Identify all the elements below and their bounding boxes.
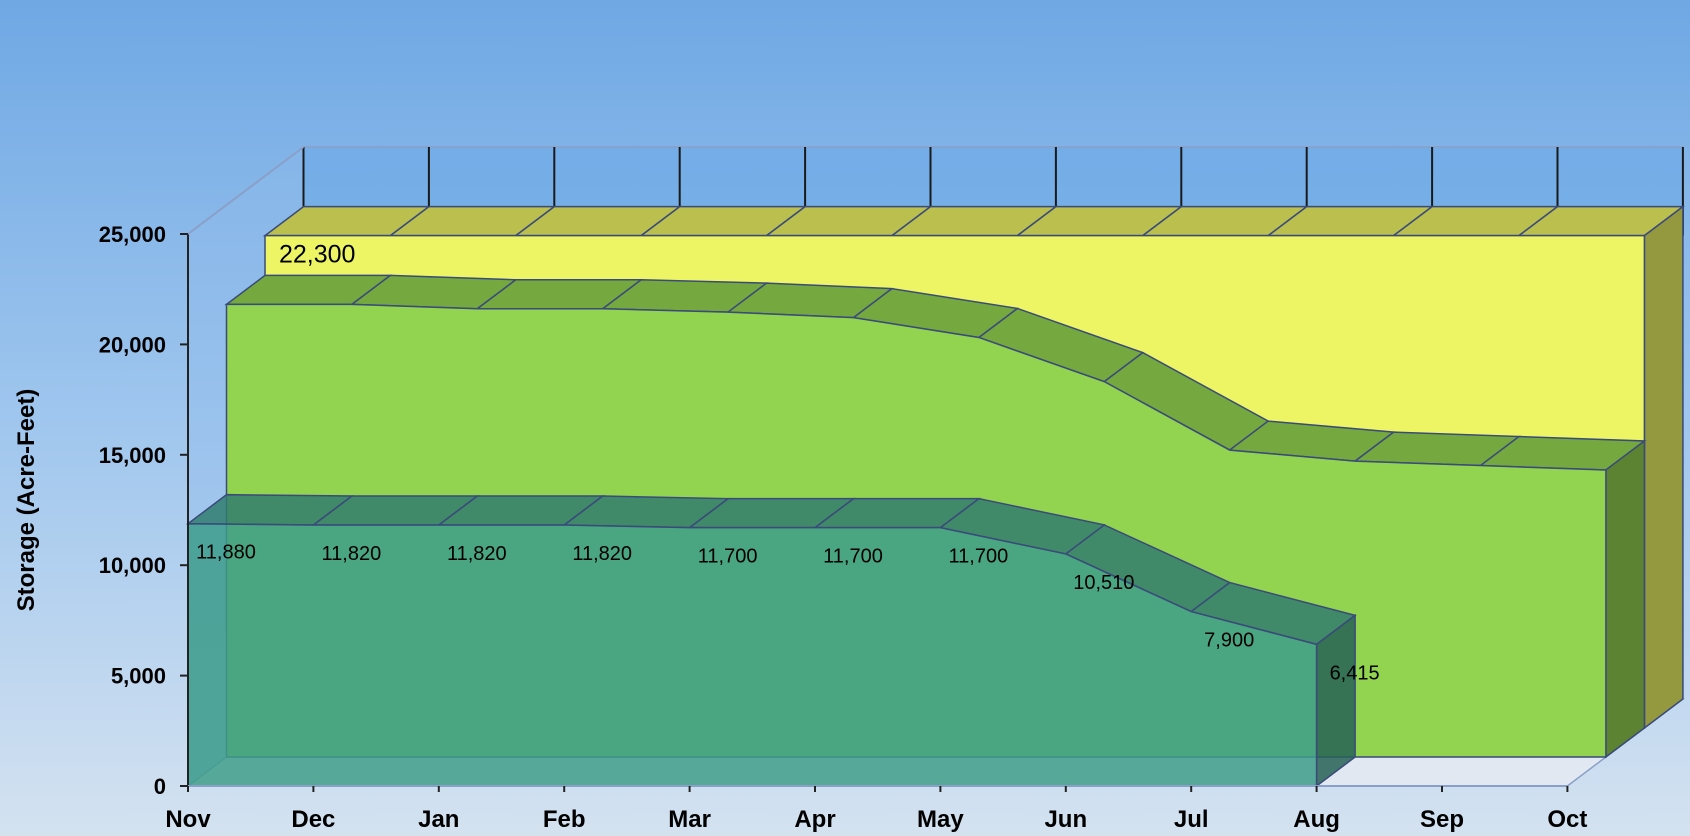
data-label: 11,700 — [698, 546, 758, 568]
series-back-side-face — [1643, 205, 1684, 730]
x-tick-label: Nov — [165, 806, 211, 833]
y-axis-label: Storage (Acre-Feet) — [13, 389, 40, 612]
y-tick-label: 15,000 — [99, 443, 166, 468]
data-label: 11,700 — [949, 546, 1009, 568]
x-tick-label: Mar — [668, 806, 711, 833]
data-label: 11,820 — [572, 543, 632, 565]
data-label: 11,880 — [196, 542, 256, 564]
y-tick-label: 0 — [154, 774, 166, 799]
x-tick-label: Aug — [1293, 806, 1340, 833]
data-label: 7,900 — [1204, 630, 1254, 652]
data-label: 10,510 — [1073, 572, 1134, 594]
x-tick-label: Oct — [1547, 806, 1587, 833]
data-label: 22,300 — [279, 241, 355, 269]
data-label: 11,820 — [447, 543, 507, 565]
data-label: 11,820 — [322, 543, 382, 565]
data-label: 11,700 — [823, 546, 883, 568]
data-label: 6,415 — [1330, 662, 1380, 684]
y-tick-label: 10,000 — [99, 553, 166, 578]
data-labels: 22,300 11,880 11,820 11,820 11,820 11,700 11,7… — [196, 241, 1379, 685]
y-axis-top-edge — [187, 146, 305, 235]
x-tick-label: Jan — [418, 806, 459, 833]
y-tick-label: 20,000 — [99, 332, 166, 357]
series-middle-side-face — [1605, 439, 1646, 759]
x-tick-label: May — [917, 806, 964, 833]
series-front — [185, 493, 1357, 788]
y-tick-label: 5,000 — [111, 664, 166, 689]
x-tick-label: Jun — [1044, 806, 1087, 833]
x-tick-label: Feb — [543, 806, 586, 833]
axes: 0 5,000 10,000 15,000 20,000 25,000 Nov Dec Jan F… — [99, 146, 1587, 833]
y-tick-label: 25,000 — [99, 222, 166, 247]
x-tick-label: Jul — [1174, 806, 1209, 833]
x-tick-label: Sep — [1420, 806, 1464, 833]
series-front-side-face — [1315, 613, 1356, 788]
x-tick-label: Apr — [794, 806, 835, 833]
x-tick-label: Dec — [291, 806, 335, 833]
